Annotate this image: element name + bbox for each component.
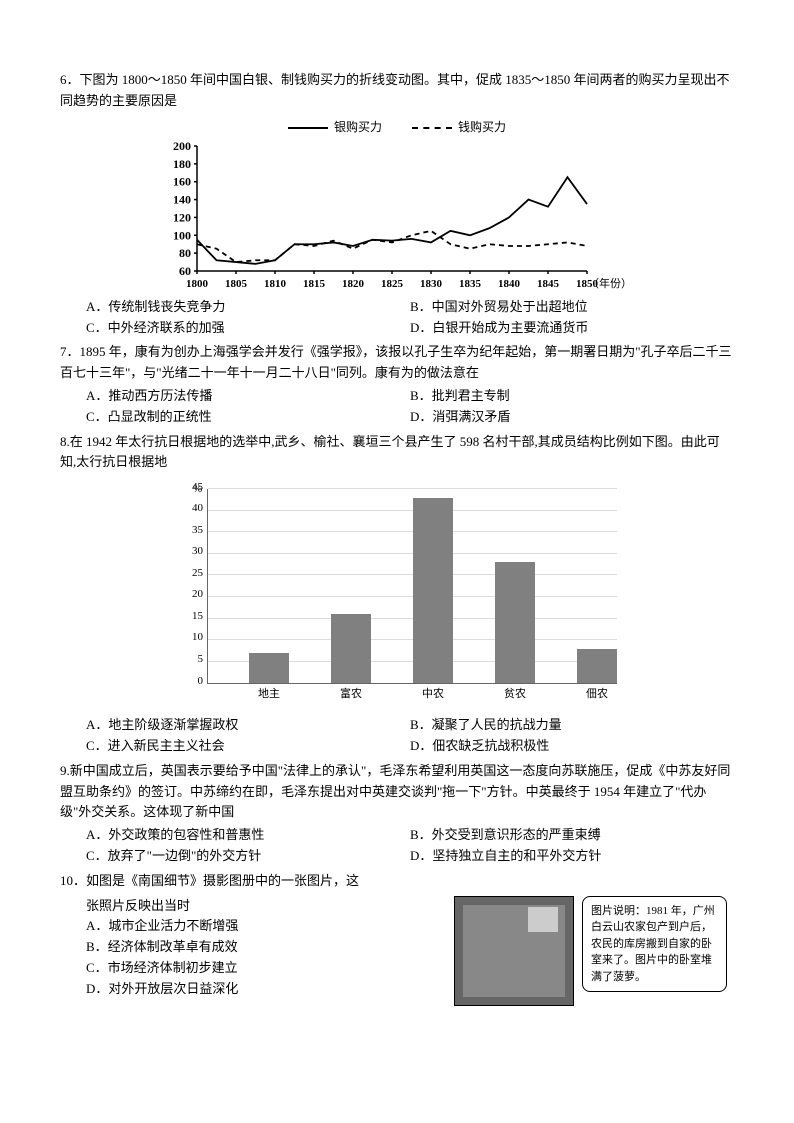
svg-text:140: 140: [173, 192, 191, 206]
svg-text:120: 120: [173, 210, 191, 224]
svg-text:1800: 1800: [186, 278, 209, 290]
q7-text: 7．1895 年，康有为创办上海强学会并发行《强学报》，该报以孔子生卒为纪年起始…: [60, 342, 734, 384]
q10-photo-section: 张照片反映出当时 A．城市企业活力不断增强 B．经济体制改革卓有成效 C．市场经…: [60, 896, 734, 1006]
legend-silver: 银购买力: [334, 120, 382, 134]
q10-photo: [454, 896, 574, 1006]
q10-text2: 张照片反映出当时: [60, 896, 439, 917]
q9-text: 9.新中国成立后，英国表示要给予中国"法律上的承认"，毛泽东希望利用英国这一态度…: [60, 761, 734, 823]
q7-opt-d[interactable]: D．消弭满汉矛盾: [410, 407, 734, 428]
q10-opt-c[interactable]: C．市场经济体制初步建立: [60, 958, 439, 979]
svg-text:180: 180: [173, 157, 191, 171]
q10-right: 图片说明：1981 年，广州白云山农家包产到户后，农民的库房搬到自家的卧室来了。…: [454, 896, 734, 1006]
q6-text: 6．下图为 1800～1850 年间中国白银、制钱购买力的折线变动图。其中，促成…: [60, 70, 734, 112]
legend-coin: 钱购买力: [458, 120, 506, 134]
q8-opt-c[interactable]: C．进入新民主主义社会: [86, 736, 410, 757]
q9-opt-a[interactable]: A．外交政策的包容性和普惠性: [86, 825, 410, 846]
svg-text:1805: 1805: [225, 278, 248, 290]
q10-opt-a[interactable]: A．城市企业活力不断增强: [60, 916, 439, 937]
svg-text:1820: 1820: [342, 278, 365, 290]
q8-options: A．地主阶级逐渐掌握政权 B．凝聚了人民的抗战力量 C．进入新民主主义社会 D．…: [60, 715, 734, 757]
question-9: 9.新中国成立后，英国表示要给予中国"法律上的承认"，毛泽东希望利用英国这一态度…: [60, 761, 734, 867]
question-6: 6．下图为 1800～1850 年间中国白银、制钱购买力的折线变动图。其中，促成…: [60, 70, 734, 338]
svg-text:（年份）: （年份）: [588, 276, 632, 290]
svg-text:1815: 1815: [303, 278, 326, 290]
svg-text:160: 160: [173, 174, 191, 188]
q7-opt-b[interactable]: B．批判君主专制: [410, 386, 734, 407]
svg-text:1835: 1835: [459, 278, 482, 290]
q10-opt-d[interactable]: D．对外开放层次日益深化: [60, 979, 439, 1000]
question-8: 8.在 1942 年太行抗日根据地的选举中,武乡、榆社、襄垣三个县产生了 598…: [60, 432, 734, 757]
svg-text:1810: 1810: [264, 278, 287, 290]
svg-text:80: 80: [179, 246, 191, 260]
q10-text1: 10．如图是《南国细节》摄影图册中的一张图片，这: [60, 871, 734, 892]
q9-options: A．外交政策的包容性和普惠性 B．外交受到意识形态的严重束缚 C．放弃了"一边倒…: [60, 825, 734, 867]
q7-opt-a[interactable]: A．推动西方历法传播: [86, 386, 410, 407]
question-10: 10．如图是《南国细节》摄影图册中的一张图片，这 张照片反映出当时 A．城市企业…: [60, 871, 734, 1006]
svg-text:60: 60: [179, 264, 191, 278]
svg-text:100: 100: [173, 228, 191, 242]
q6-opt-a[interactable]: A．传统制钱丧失竞争力: [86, 297, 410, 318]
svg-text:1825: 1825: [381, 278, 404, 290]
q8-opt-d[interactable]: D．佃农缺乏抗战积极性: [410, 736, 734, 757]
svg-text:200: 200: [173, 141, 191, 153]
svg-text:1845: 1845: [537, 278, 560, 290]
q8-bar-chart: % 510152025303540450地主富农中农贫农佃农: [167, 479, 627, 709]
q8-text: 8.在 1942 年太行抗日根据地的选举中,武乡、榆社、襄垣三个县产生了 598…: [60, 432, 734, 474]
q6-opt-b[interactable]: B．中国对外贸易处于出超地位: [410, 297, 734, 318]
q8-opt-a[interactable]: A．地主阶级逐渐掌握政权: [86, 715, 410, 736]
q6-legend: 银购买力 钱购买力: [157, 118, 637, 137]
svg-text:1840: 1840: [498, 278, 521, 290]
q6-chart-container: 银购买力 钱购买力 60 80 100 120 140 160 180 200 1800 1805…: [60, 118, 734, 291]
q9-opt-d[interactable]: D．坚持独立自主的和平外交方针: [410, 846, 734, 867]
q8-chart-container: % 510152025303540450地主富农中农贫农佃农: [60, 479, 734, 709]
q6-opt-c[interactable]: C．中外经济联系的加强: [86, 318, 410, 339]
q9-opt-c[interactable]: C．放弃了"一边倒"的外交方针: [86, 846, 410, 867]
q6-options: A．传统制钱丧失竞争力 B．中国对外贸易处于出超地位 C．中外经济联系的加强 D…: [60, 297, 734, 339]
q7-opt-c[interactable]: C．凸显改制的正统性: [86, 407, 410, 428]
q9-opt-b[interactable]: B．外交受到意识形态的严重束缚: [410, 825, 734, 846]
question-7: 7．1895 年，康有为创办上海强学会并发行《强学报》，该报以孔子生卒为纪年起始…: [60, 342, 734, 427]
svg-text:1830: 1830: [420, 278, 443, 290]
q6-opt-d[interactable]: D．白银开始成为主要流通货币: [410, 318, 734, 339]
q7-options: A．推动西方历法传播 B．批判君主专制 C．凸显改制的正统性 D．消弭满汉矛盾: [60, 386, 734, 428]
q10-opt-b[interactable]: B．经济体制改革卓有成效: [60, 937, 439, 958]
q6-line-chart: 银购买力 钱购买力 60 80 100 120 140 160 180 200 1800 1805…: [157, 118, 637, 291]
q10-callout: 图片说明：1981 年，广州白云山农家包产到户后，农民的库房搬到自家的卧室来了。…: [582, 896, 727, 993]
line-chart-svg: 60 80 100 120 140 160 180 200 1800 1805 1810 1815 18…: [157, 141, 637, 291]
q10-left: 张照片反映出当时 A．城市企业活力不断增强 B．经济体制改革卓有成效 C．市场经…: [60, 896, 439, 1006]
q8-opt-b[interactable]: B．凝聚了人民的抗战力量: [410, 715, 734, 736]
